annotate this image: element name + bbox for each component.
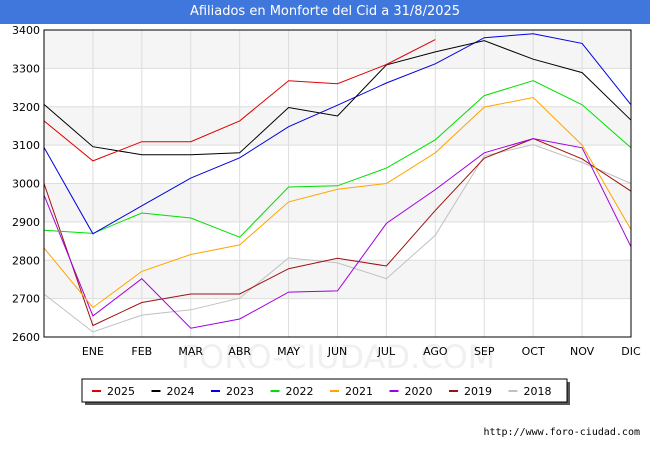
y-tick-label: 3100 — [12, 139, 40, 152]
y-tick-label: 2600 — [12, 331, 40, 344]
legend-label-2023: 2023 — [226, 385, 254, 398]
plot-frame — [43, 29, 632, 338]
y-tick-label: 3400 — [12, 24, 40, 37]
series-lines — [43, 33, 632, 333]
y-axis-ticks: 2600 2700 2800 2900 3000 3100 3200 3300 3400 — [12, 24, 40, 344]
legend-label-2021: 2021 — [345, 385, 373, 398]
legend-label-2025: 2025 — [107, 385, 135, 398]
x-tick-label: JUN — [327, 345, 348, 358]
x-tick-label: NOV — [570, 345, 595, 358]
legend-label-2020: 2020 — [405, 385, 433, 398]
series-line-2022 — [43, 80, 632, 238]
x-tick-label: FEB — [131, 345, 152, 358]
x-axis-ticks: ENE FEB MAR ABR MAY JUN JUL AGO SEP OCT NOV DIC — [82, 345, 641, 358]
series-line-2024 — [43, 40, 632, 156]
legend-label-2024: 2024 — [167, 385, 195, 398]
series-line-2018 — [43, 144, 632, 333]
chart-title: Afiliados en Monforte del Cid a 31/8/202… — [0, 0, 650, 24]
x-tick-label: ABR — [228, 345, 251, 358]
legend: 2025 2024 2023 2022 2021 2020 2019 2018 — [81, 378, 570, 405]
x-tick-label: MAR — [178, 345, 203, 358]
x-tick-label: DIC — [621, 345, 641, 358]
y-tick-label: 2900 — [12, 216, 40, 229]
legend-label-2018: 2018 — [524, 385, 552, 398]
legend-label-2019: 2019 — [464, 385, 492, 398]
y-tick-label: 2700 — [12, 293, 40, 306]
y-tick-label: 3200 — [12, 101, 40, 114]
y-tick-label: 2800 — [12, 254, 40, 267]
x-tick-label: SEP — [474, 345, 495, 358]
x-tick-label: OCT — [522, 345, 545, 358]
series-line-2023 — [43, 33, 632, 235]
series-line-2025 — [43, 39, 436, 162]
y-tick-label: 3000 — [12, 178, 40, 191]
source-credit: http://www.foro-ciudad.com — [483, 427, 640, 438]
watermark: FORO-CIUDAD.COM — [181, 338, 496, 376]
series-line-2020 — [43, 138, 632, 329]
y-tick-label: 3300 — [12, 62, 40, 75]
x-tick-label: AGO — [423, 345, 448, 358]
x-tick-label: MAY — [277, 345, 300, 358]
x-tick-label: ENE — [82, 345, 104, 358]
series-line-2021 — [43, 96, 632, 309]
legend-label-2022: 2022 — [286, 385, 314, 398]
x-tick-label: JUL — [377, 345, 396, 358]
